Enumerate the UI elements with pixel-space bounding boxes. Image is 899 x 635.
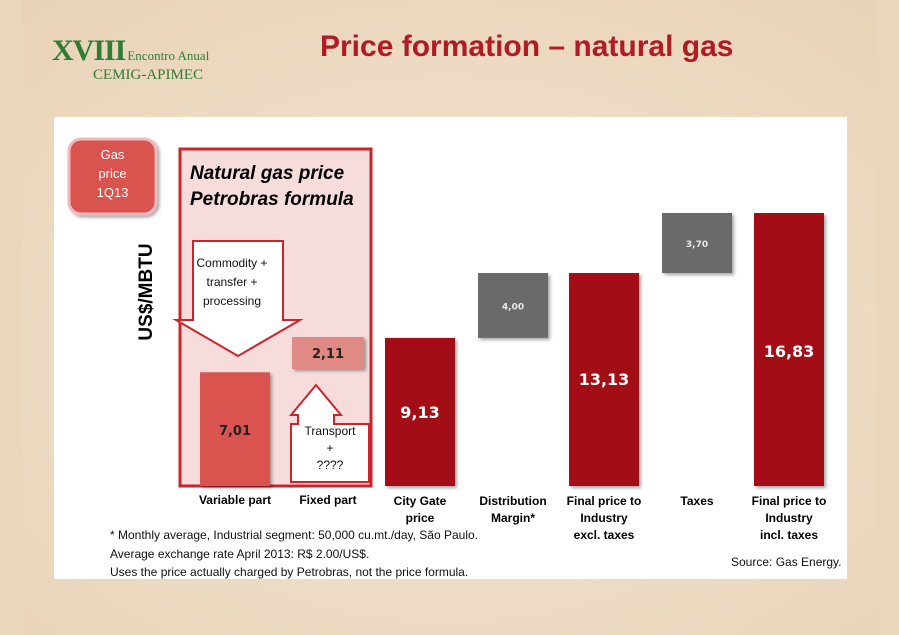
bar-label-3: 4,00 bbox=[502, 302, 524, 312]
footnote-2: Average exchange rate April 2013: R$ 2.0… bbox=[110, 547, 370, 561]
bar-label-6: 16,83 bbox=[764, 342, 815, 361]
chart-panel: 7,01 2,11 9,13 4,00 13,13 3,70 16,83 Gas price 1… bbox=[54, 117, 847, 579]
bar-label-0: 7,01 bbox=[219, 424, 251, 439]
commodity-callout bbox=[172, 240, 304, 358]
bar-label-4: 13,13 bbox=[579, 370, 630, 389]
category-label-5: Taxes bbox=[680, 494, 714, 508]
footnote-1: * Monthly average, Industrial segment: 5… bbox=[110, 528, 478, 542]
y-axis-label: US$/MBTU bbox=[136, 243, 157, 341]
bar-6 bbox=[754, 213, 824, 486]
category-label-2: City Gate price bbox=[393, 494, 447, 525]
bar-0 bbox=[200, 372, 270, 486]
page-title: Price formation – natural gas bbox=[320, 30, 734, 63]
logo: XVIII Encontro Anual bbox=[52, 34, 210, 67]
bar-2 bbox=[385, 337, 455, 486]
gas-price-badge bbox=[67, 137, 158, 216]
bar-label-5: 3,70 bbox=[686, 240, 708, 250]
category-label-1: Fixed part bbox=[299, 493, 357, 507]
waterfall-chart: 7,01 2,11 9,13 4,00 13,13 3,70 16,83 bbox=[67, 137, 824, 488]
bar-4 bbox=[569, 273, 639, 486]
footnote-3: Uses the price actually charged by Petro… bbox=[110, 565, 469, 579]
category-label-6: Final price to Industry incl. taxes bbox=[751, 494, 827, 542]
bar-3 bbox=[478, 273, 548, 338]
category-label-3: Distribution Margin* bbox=[479, 494, 547, 525]
formula-title: Natural gas price Petrobras formula bbox=[190, 163, 354, 210]
bar-label-1: 2,11 bbox=[312, 347, 344, 362]
logo-subtitle: CEMIG-APIMEC bbox=[93, 67, 204, 83]
bar-1 bbox=[292, 337, 364, 369]
commodity-text: Commodity + transfer + processing bbox=[196, 256, 268, 308]
bar-5 bbox=[662, 213, 732, 274]
bar-label-2: 9,13 bbox=[400, 403, 439, 422]
transport-callout bbox=[288, 383, 370, 483]
source-note: Source: Gas Energy. bbox=[731, 555, 842, 569]
category-label-0: Variable part bbox=[198, 493, 272, 507]
transport-text: Transport + ???? bbox=[304, 424, 356, 472]
category-label-4: Final price to Industry excl. taxes bbox=[566, 494, 642, 542]
badge-text: Gas price 1Q13 bbox=[96, 147, 129, 200]
